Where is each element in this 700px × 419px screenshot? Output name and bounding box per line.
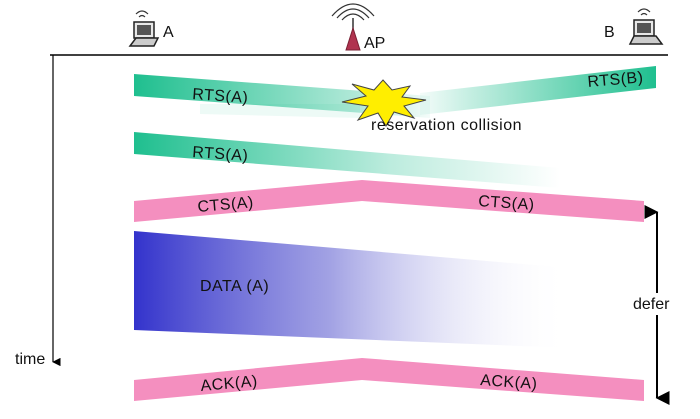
ack-left-label: ACK(A)	[200, 373, 258, 395]
data-label: DATA (A)	[200, 278, 269, 295]
collision-label: reservation collision	[371, 117, 522, 134]
ack-frame	[134, 358, 644, 401]
cts-left-label: CTS(A)	[197, 194, 255, 216]
rts-a-label: RTS(A)	[192, 86, 249, 107]
laptop-icon	[128, 10, 160, 47]
node-b-label: B	[604, 24, 615, 41]
rts-a-retry-frame	[134, 132, 560, 188]
cts-frame	[134, 180, 644, 222]
rts-a-fade	[200, 104, 360, 118]
rts-b-label: RTS(B)	[587, 69, 644, 91]
data-frame	[134, 231, 570, 348]
access-point-icon	[331, 3, 375, 51]
node-a-label: A	[163, 24, 174, 41]
rts-a-frame	[134, 74, 430, 118]
defer-label: defer	[633, 296, 670, 313]
rts-b-frame	[420, 66, 656, 115]
collision-burst-icon	[341, 79, 427, 127]
time-axis-label: time	[15, 351, 45, 368]
laptop-icon	[628, 8, 664, 45]
rts-a-retry-label: RTS(A)	[192, 144, 249, 165]
node-ap-label: AP	[364, 35, 385, 52]
ack-right-label: ACK(A)	[480, 372, 538, 393]
cts-right-label: CTS(A)	[478, 193, 535, 214]
